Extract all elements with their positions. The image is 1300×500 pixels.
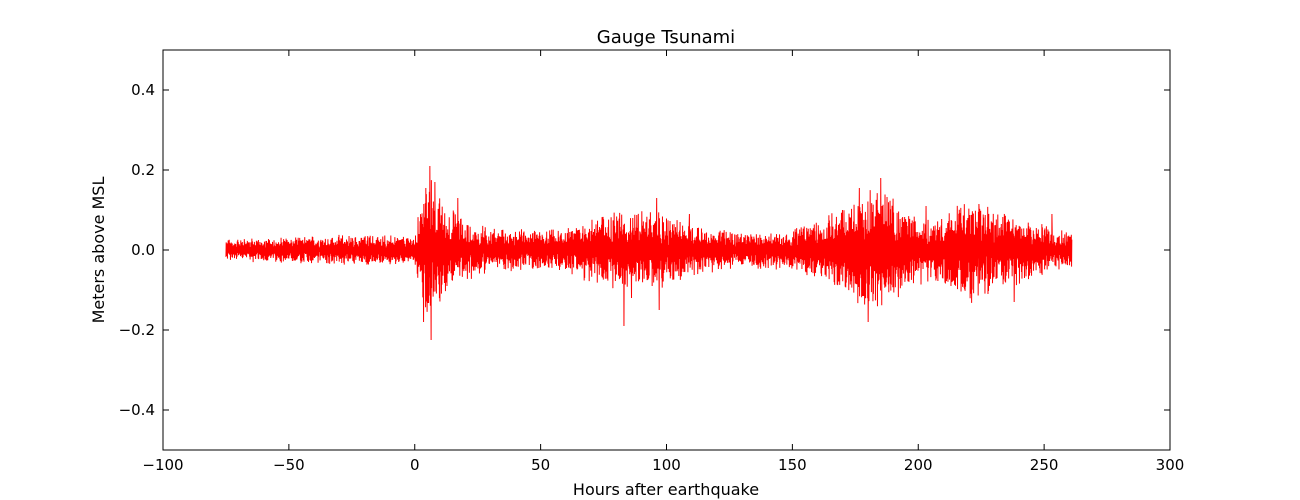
x-tick-label: 200 [904,456,933,474]
y-tick-label: −0.2 [119,321,155,339]
x-axis-label: Hours after earthquake [573,480,759,499]
ticks-layer: −100 −50 0 50 100 150 200 250 300 −0.4 −0.2 0.0 0.2 0… [119,50,1185,474]
y-tick-label: 0.2 [131,161,155,179]
x-tick-label: −100 [142,456,183,474]
x-tick-label: 250 [1030,456,1059,474]
y-tick-label: 0.0 [131,241,155,259]
y-tick-label: −0.4 [119,401,155,419]
x-tick-label: 0 [410,456,420,474]
chart-title: Gauge Tsunami [597,27,735,48]
x-tick-label: −50 [273,456,305,474]
x-tick-label: 50 [531,456,550,474]
x-tick-label: 150 [778,456,807,474]
series-layer [225,165,1073,341]
x-tick-label: 100 [652,456,681,474]
plot-frame [162,49,1171,451]
y-tick-label: 0.4 [131,81,155,99]
y-axis-label: Meters above MSL [89,177,108,324]
series-line [225,165,1073,341]
x-tick-label: 300 [1156,456,1185,474]
